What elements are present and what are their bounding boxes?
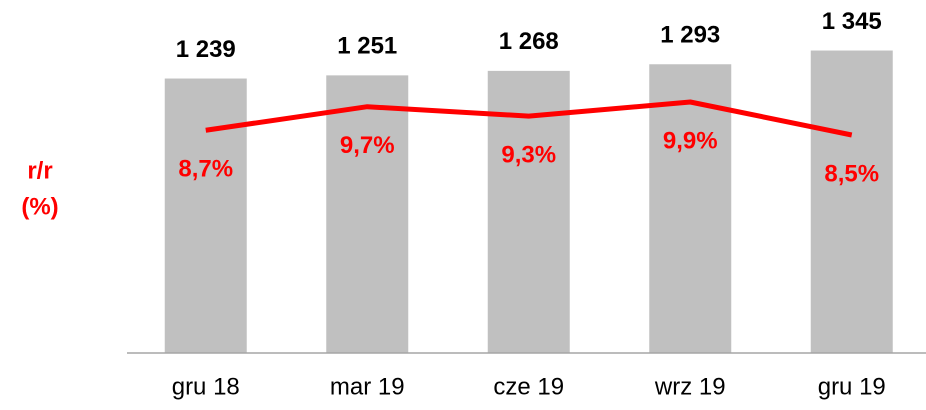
line-series (205, 99, 853, 138)
x-tick-label: gru 19 (818, 373, 886, 400)
y2-axis-label: (%) (21, 193, 58, 220)
line-value-label: 9,7% (340, 132, 395, 159)
line-value-label: 8,7% (178, 156, 233, 183)
x-tick-label: gru 18 (172, 373, 240, 400)
x-tick-label: cze 19 (493, 373, 564, 400)
bar-value-label: 1 268 (499, 28, 559, 55)
bar-value-label: 1 251 (337, 33, 397, 60)
bar (326, 75, 409, 353)
bar-value-label: 1 293 (660, 22, 720, 49)
bar (810, 50, 893, 353)
bar (164, 78, 247, 354)
line-value-label: 8,5% (824, 160, 879, 187)
bar-value-label: 1 345 (822, 8, 882, 35)
y2-axis-label: r/r (27, 157, 52, 184)
line-value-label: 9,9% (663, 127, 718, 154)
x-tick-label: wrz 19 (654, 373, 726, 400)
bar (649, 64, 732, 353)
x-tick-label: mar 19 (330, 373, 405, 400)
bar-value-label: 1 239 (176, 36, 236, 63)
line-value-label: 9,3% (501, 141, 556, 168)
